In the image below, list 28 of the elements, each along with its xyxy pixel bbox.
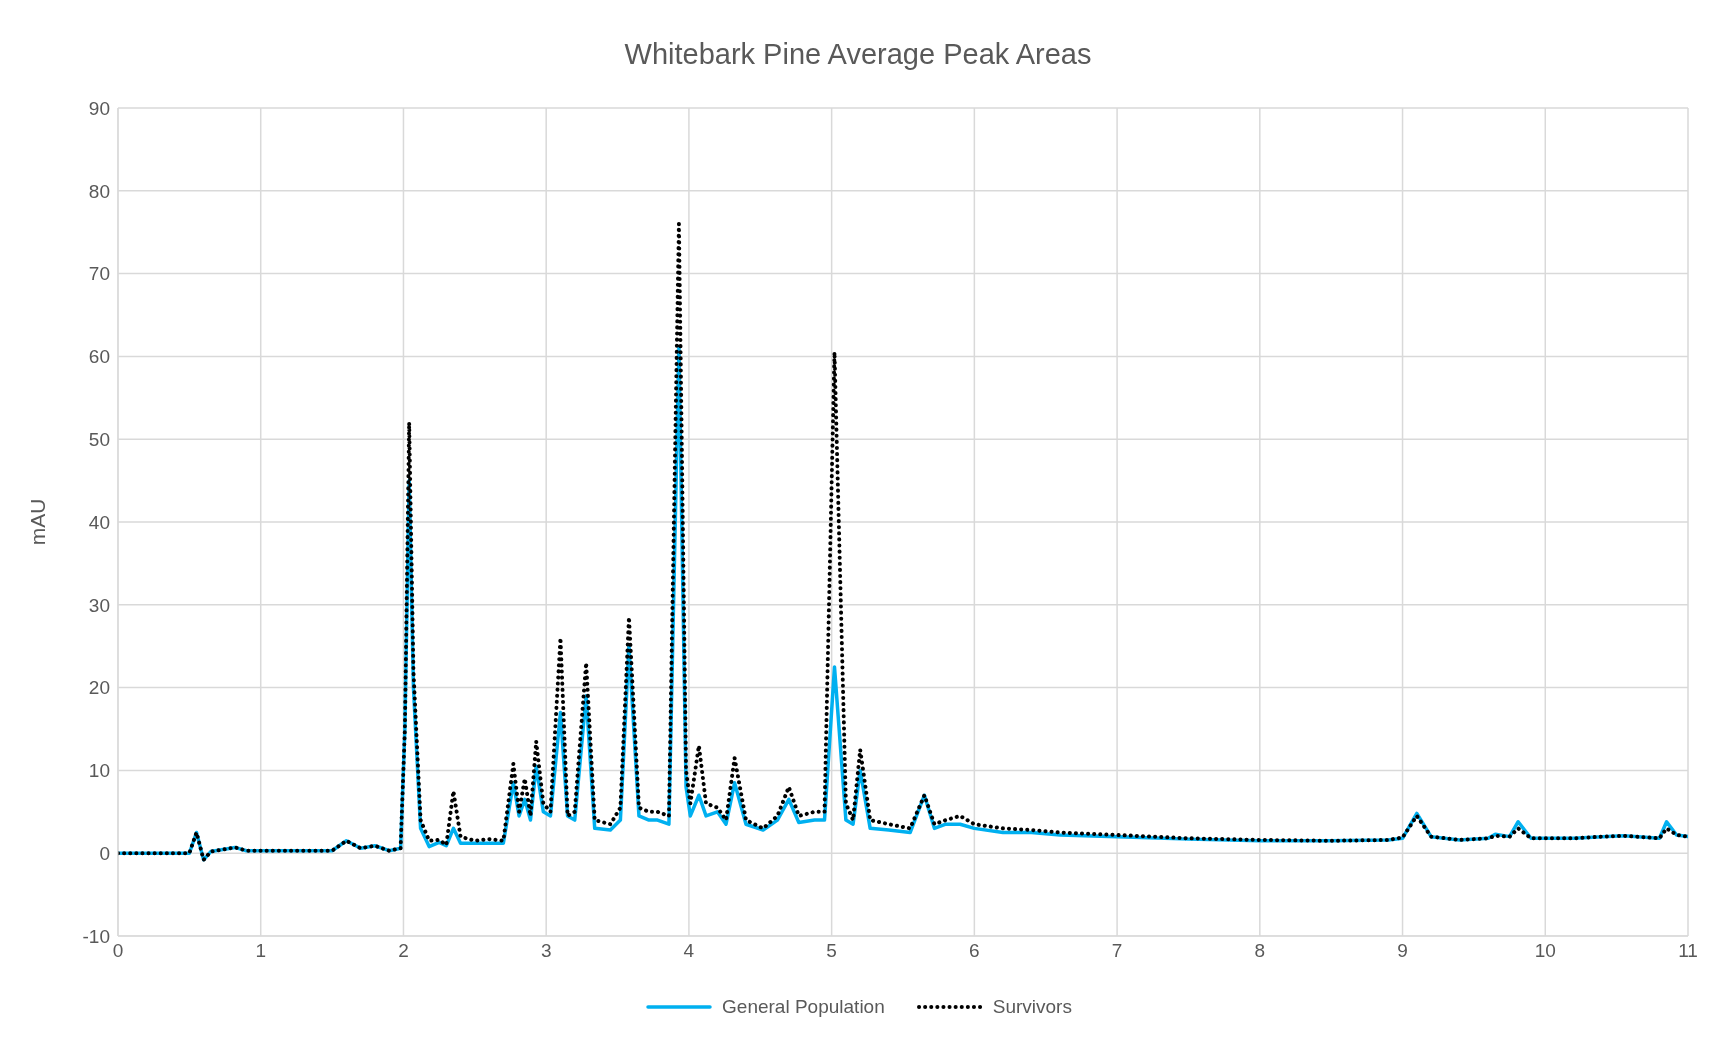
x-tick-label: 6	[969, 940, 980, 962]
x-tick-label: 3	[540, 940, 552, 962]
y-tick-label: 0	[99, 842, 110, 864]
x-tick-label: 10	[1534, 940, 1556, 962]
y-tick-label: 40	[88, 511, 110, 533]
chart-title: Whitebark Pine Average Peak Areas	[623, 37, 1093, 72]
x-tick-label: 9	[1397, 940, 1408, 962]
x-tick-label: 1	[255, 940, 267, 962]
legend-label: General Population	[722, 996, 885, 1018]
y-tick-label: 30	[88, 594, 110, 616]
y-tick-label: 60	[88, 346, 110, 368]
x-tick-label: 5	[826, 940, 837, 962]
x-tick-label: 8	[1254, 940, 1266, 962]
y-tick-label: 10	[88, 760, 110, 782]
x-tick-label: 0	[112, 940, 124, 962]
y-axis-title: mAU	[26, 498, 50, 546]
x-tick-label: 7	[1111, 940, 1123, 962]
y-tick-label: 70	[88, 263, 110, 285]
y-tick-label: 50	[88, 428, 110, 450]
y-tick-label: 20	[88, 677, 110, 699]
line-series	[118, 221, 1688, 862]
legend-label: Survivors	[992, 996, 1072, 1018]
x-tick-label: 2	[398, 940, 409, 962]
y-tick-label: 80	[88, 180, 110, 202]
x-tick-label: 11	[1678, 940, 1698, 962]
y-tick-label: -10	[82, 925, 110, 947]
y-tick-label: 90	[88, 97, 110, 119]
x-tick-label: 4	[683, 940, 695, 962]
